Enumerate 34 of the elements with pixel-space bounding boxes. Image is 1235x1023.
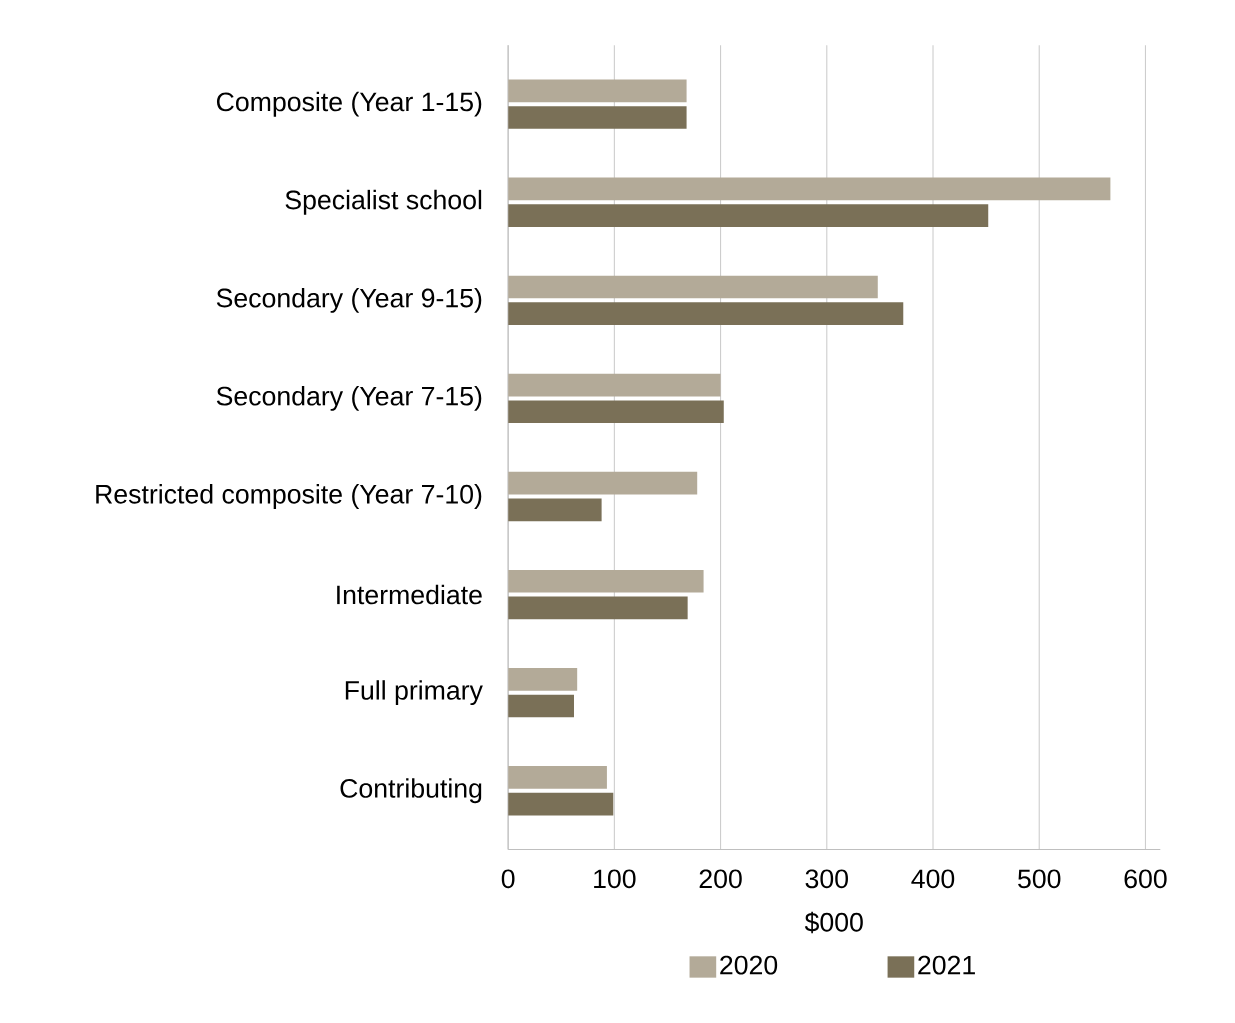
bar — [508, 498, 602, 522]
bar — [508, 471, 698, 495]
x-tick-label: 0 — [501, 869, 515, 889]
bar — [508, 667, 578, 691]
bar — [508, 177, 1111, 201]
bar — [508, 694, 574, 718]
bar — [508, 373, 721, 397]
bar — [508, 79, 687, 103]
y-tick-label: Secondary (Year 9-15) — [216, 287, 482, 313]
bar — [508, 302, 904, 326]
legend-label: 2021 — [918, 955, 975, 975]
x-tick-label: 600 — [1124, 869, 1167, 889]
x-tick-label: 400 — [911, 869, 955, 889]
bar — [508, 204, 989, 227]
y-tick-label: Secondary (Year 7-15) — [216, 386, 482, 411]
x-axis-title: $000 — [804, 911, 863, 934]
x-tick-label: 200 — [699, 869, 742, 889]
bar — [508, 596, 688, 620]
bar — [508, 400, 724, 424]
x-tick-label: 500 — [1018, 869, 1061, 889]
bar — [508, 275, 878, 299]
y-tick-label: Contributing — [340, 778, 482, 804]
bar — [508, 569, 704, 593]
legend-label: 2020 — [720, 955, 778, 975]
y-tick-label: Full primary — [345, 680, 483, 706]
x-tick-label: 300 — [805, 869, 848, 889]
y-tick-label: Restricted composite (Year 7-10) — [96, 484, 482, 509]
bar — [508, 792, 614, 816]
bar — [508, 766, 607, 789]
x-tick-label: 100 — [594, 869, 636, 889]
y-tick-label: Intermediate — [337, 584, 482, 605]
bar — [508, 106, 687, 129]
y-tick-label: Composite (Year 1-15) — [216, 91, 482, 117]
y-tick-label: Specialist school — [285, 189, 482, 215]
